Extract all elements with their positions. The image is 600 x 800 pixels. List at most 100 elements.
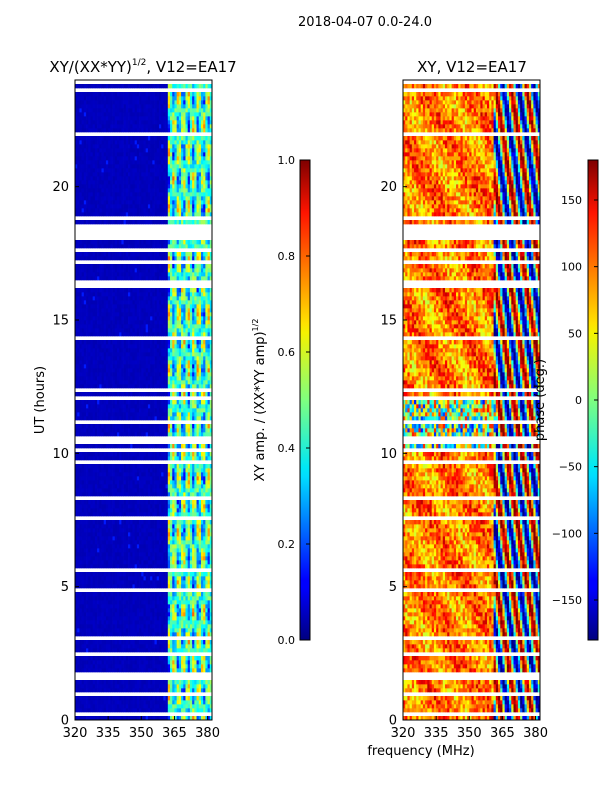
amplitude-cell bbox=[147, 688, 151, 693]
amplitude-cell bbox=[200, 428, 204, 433]
amplitude-cell bbox=[172, 596, 175, 601]
amplitude-cell bbox=[174, 632, 177, 637]
amplitude-cell bbox=[150, 424, 153, 429]
amplitude-cell bbox=[94, 612, 98, 617]
amplitude-cell bbox=[125, 492, 129, 497]
amplitude-cell bbox=[198, 632, 202, 637]
amplitude-cell bbox=[209, 340, 213, 345]
amplitude-cell bbox=[83, 544, 87, 549]
amplitude-cell bbox=[158, 556, 162, 561]
amplitude-cell bbox=[101, 660, 105, 665]
amplitude-cell bbox=[132, 416, 136, 421]
amplitude-cell bbox=[77, 544, 80, 549]
amplitude-cell bbox=[147, 324, 151, 329]
amplitude-cell bbox=[90, 664, 94, 669]
amplitude-cell bbox=[163, 616, 166, 621]
amplitude-cell bbox=[75, 372, 78, 377]
amplitude-cell bbox=[119, 480, 122, 485]
amplitude-cell bbox=[141, 520, 144, 525]
amplitude-cell bbox=[205, 596, 208, 601]
amplitude-cell bbox=[81, 708, 85, 713]
amplitude-cell bbox=[209, 716, 213, 721]
amplitude-cell bbox=[207, 444, 211, 449]
amplitude-cell bbox=[83, 472, 87, 477]
amplitude-cell bbox=[172, 700, 175, 705]
amplitude-cell bbox=[196, 584, 200, 589]
amplitude-cell bbox=[79, 600, 82, 605]
amplitude-cell bbox=[132, 424, 136, 429]
amplitude-cell bbox=[152, 624, 155, 629]
amplitude-cell bbox=[94, 424, 98, 429]
amplitude-cell bbox=[145, 680, 149, 685]
amplitude-cell bbox=[185, 488, 189, 493]
amplitude-cell bbox=[79, 560, 82, 565]
amplitude-cell bbox=[192, 408, 195, 413]
amplitude-cell bbox=[132, 444, 136, 449]
amplitude-cell bbox=[145, 484, 149, 489]
amplitude-cell bbox=[161, 688, 164, 693]
amplitude-cell bbox=[187, 684, 191, 689]
amplitude-cell bbox=[116, 572, 120, 577]
amplitude-cell bbox=[156, 664, 160, 669]
amplitude-cell bbox=[99, 540, 102, 545]
amplitude-cell bbox=[207, 696, 211, 701]
amplitude-cell bbox=[174, 528, 177, 533]
amplitude-cell bbox=[128, 356, 131, 361]
amplitude-cell bbox=[161, 384, 164, 389]
amplitude-cell bbox=[141, 612, 144, 617]
amplitude-cell bbox=[178, 540, 182, 545]
amplitude-cell bbox=[123, 472, 127, 477]
amplitude-cell bbox=[75, 620, 78, 625]
amplitude-cell bbox=[187, 524, 191, 529]
amplitude-cell bbox=[143, 324, 147, 329]
amplitude-cell bbox=[79, 580, 82, 585]
amplitude-cell bbox=[101, 340, 105, 345]
amplitude-cell bbox=[125, 564, 129, 569]
amplitude-cell bbox=[145, 564, 149, 569]
amplitude-cell bbox=[112, 664, 116, 669]
amplitude-cell bbox=[174, 472, 177, 477]
amplitude-cell bbox=[119, 592, 122, 597]
amplitude-cell bbox=[154, 604, 158, 609]
amplitude-cell bbox=[165, 456, 169, 461]
amplitude-cell bbox=[207, 508, 211, 513]
amplitude-cell bbox=[209, 384, 213, 389]
amplitude-cell bbox=[156, 428, 160, 433]
amplitude-cell bbox=[152, 604, 155, 609]
amplitude-cell bbox=[119, 416, 122, 421]
amplitude-cell bbox=[141, 404, 144, 409]
amplitude-cell bbox=[163, 704, 166, 709]
amplitude-cell bbox=[203, 536, 206, 541]
amplitude-cell bbox=[150, 344, 153, 349]
amplitude-cell bbox=[114, 400, 118, 405]
amplitude-cell bbox=[132, 632, 136, 637]
amplitude-cell bbox=[156, 472, 160, 477]
amplitude-cell bbox=[150, 528, 153, 533]
amplitude-cell bbox=[139, 364, 142, 369]
amplitude-cell bbox=[136, 596, 140, 601]
amplitude-cell bbox=[145, 536, 149, 541]
amplitude-cell bbox=[132, 504, 136, 509]
amplitude-cell bbox=[116, 484, 120, 489]
amplitude-cell bbox=[123, 596, 127, 601]
amplitude-cell bbox=[79, 344, 82, 349]
amplitude-cell bbox=[156, 476, 160, 481]
amplitude-cell bbox=[170, 404, 173, 409]
amplitude-cell bbox=[79, 548, 82, 553]
amplitude-cell bbox=[103, 372, 107, 377]
amplitude-cell bbox=[125, 648, 129, 653]
amplitude-cell bbox=[147, 596, 151, 601]
amplitude-cell bbox=[172, 556, 175, 561]
amplitude-cell bbox=[196, 620, 200, 625]
amplitude-cell bbox=[134, 600, 138, 605]
amplitude-cell bbox=[103, 364, 107, 369]
amplitude-cell bbox=[147, 580, 151, 585]
amplitude-cell bbox=[79, 632, 82, 637]
amplitude-cell bbox=[134, 696, 138, 701]
amplitude-cell bbox=[147, 560, 151, 565]
amplitude-cell bbox=[189, 648, 193, 653]
amplitude-cell bbox=[198, 640, 202, 645]
amplitude-cell bbox=[112, 380, 116, 385]
amplitude-cell bbox=[132, 532, 136, 537]
amplitude-cell bbox=[134, 688, 138, 693]
